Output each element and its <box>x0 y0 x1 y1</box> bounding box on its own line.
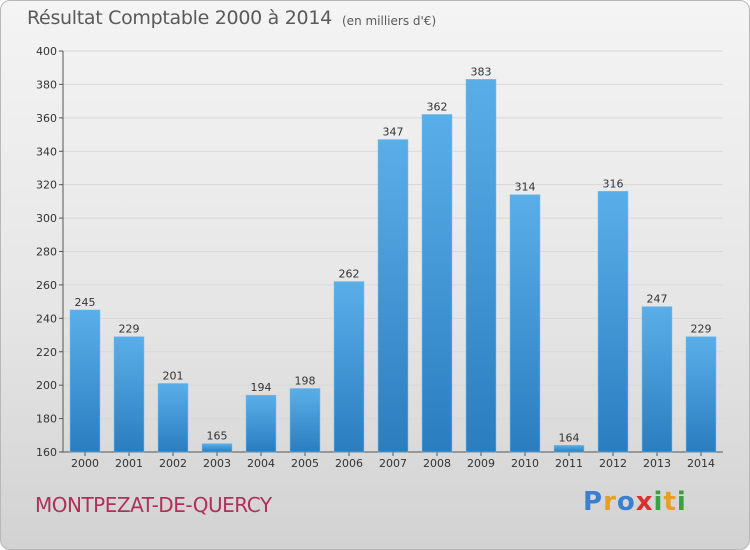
bar-2008 <box>421 114 453 453</box>
bar-2013 <box>641 306 673 453</box>
x-tick-label-2009: 2009 <box>467 457 495 470</box>
x-tick-label-2012: 2012 <box>599 457 627 470</box>
data-label-2005: 198 <box>295 375 316 388</box>
x-tick-label-2002: 2002 <box>159 457 187 470</box>
data-label-2010: 314 <box>515 181 536 194</box>
bar-2010 <box>509 194 541 453</box>
chart-title: Résultat Comptable 2000 à 2014 <box>27 7 332 29</box>
x-tick-label-2005: 2005 <box>291 457 319 470</box>
x-tick-label-2004: 2004 <box>247 457 275 470</box>
y-tick-label: 360 <box>36 112 57 125</box>
data-label-2000: 245 <box>75 296 96 309</box>
data-label-2002: 201 <box>163 369 184 382</box>
x-tick-label-2001: 2001 <box>115 457 143 470</box>
bar-2012 <box>597 191 629 453</box>
x-tick-label-2014: 2014 <box>687 457 715 470</box>
data-label-2003: 165 <box>207 430 228 443</box>
y-tick-label: 160 <box>36 446 57 459</box>
data-label-2014: 229 <box>691 323 712 336</box>
bar-layer <box>69 79 717 453</box>
x-tick-label-2011: 2011 <box>555 457 583 470</box>
bar-2006 <box>333 281 365 453</box>
y-tick-label: 280 <box>36 246 57 259</box>
axis-layer: 160 180 200 220 240 260 280 300 320 340 360 380 400 2… <box>36 45 723 470</box>
bar-2005 <box>289 388 321 453</box>
data-label-2008: 362 <box>427 100 448 113</box>
x-tick-label-2006: 2006 <box>335 457 363 470</box>
data-label-2006: 262 <box>339 268 360 281</box>
x-tick-label-2000: 2000 <box>71 457 99 470</box>
x-tick-label-2007: 2007 <box>379 457 407 470</box>
y-tick-label: 240 <box>36 312 57 325</box>
x-tick-label-2013: 2013 <box>643 457 671 470</box>
bar-2003 <box>201 443 233 453</box>
bar-2001 <box>113 336 145 453</box>
x-tick-label-2003: 2003 <box>203 457 231 470</box>
y-tick-label: 220 <box>36 346 57 359</box>
y-tick-label: 200 <box>36 379 57 392</box>
y-tick-label: 180 <box>36 413 57 426</box>
bar-2002 <box>157 383 189 453</box>
y-tick-label: 380 <box>36 78 57 91</box>
y-tick-label: 340 <box>36 145 57 158</box>
bar-2000 <box>69 309 101 453</box>
data-label-2007: 347 <box>383 126 404 139</box>
chart-subtitle: (en milliers d'€) <box>342 14 437 28</box>
y-tick-label: 400 <box>36 45 57 58</box>
bar-2007 <box>377 139 409 453</box>
label-layer: 245 229 201 165 194 198 262 347 362 383 314 164 316 2… <box>75 65 712 444</box>
bar-2011 <box>553 445 585 453</box>
commune-name: MONTPEZAT-DE-QUERCY <box>35 493 272 517</box>
x-tick-label-2010: 2010 <box>511 457 539 470</box>
y-tick-label: 320 <box>36 179 57 192</box>
data-label-2004: 194 <box>251 381 272 394</box>
x-tick-label-2008: 2008 <box>423 457 451 470</box>
data-label-2009: 383 <box>471 65 492 78</box>
y-tick-label: 260 <box>36 279 57 292</box>
bar-2004 <box>245 394 277 453</box>
data-label-2001: 229 <box>119 323 140 336</box>
proxiti-logo: Proxiti <box>583 487 687 517</box>
data-label-2012: 316 <box>603 177 624 190</box>
y-tick-label: 300 <box>36 212 57 225</box>
bar-2014 <box>685 336 717 453</box>
bar-2009 <box>465 79 497 453</box>
data-label-2013: 247 <box>647 293 668 306</box>
data-label-2011: 164 <box>559 431 580 444</box>
